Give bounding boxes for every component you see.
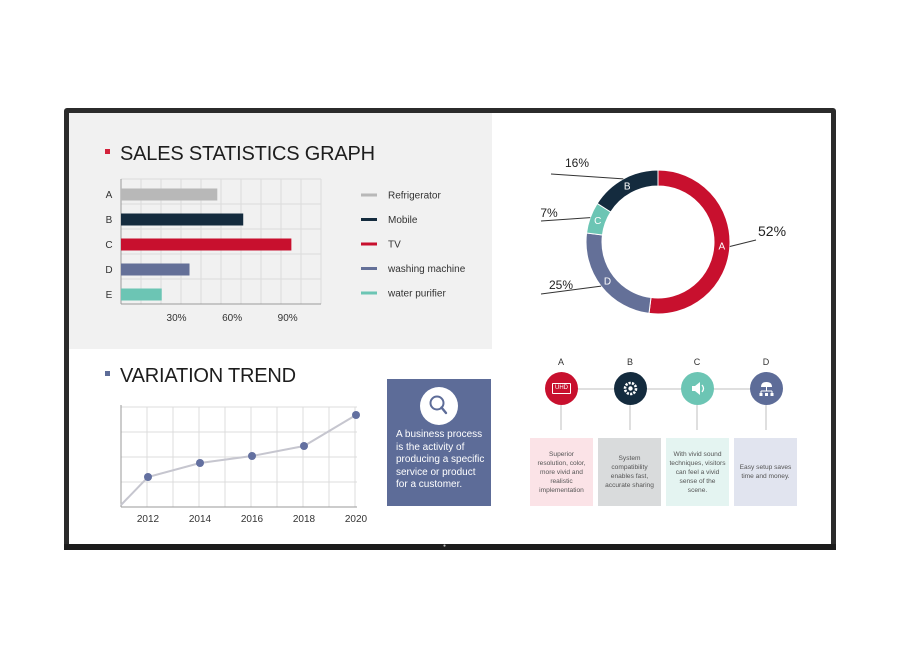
feature-label-c: C [693,357,701,367]
speaker-icon [681,372,714,405]
sales-donut-chart: A D C B 52% 25% 7% 16% [540,156,786,315]
x-tick-label: 90% [278,313,298,324]
gear-icon-glyph [623,381,638,396]
trend-point [248,452,256,460]
display-screen: SALES STATISTICS GRAPH VARIATION TREND A… [69,113,831,544]
variation-trend-chart: 2012 2014 2016 2018 2020 [120,405,368,525]
trend-point [352,411,360,419]
bar-d [121,263,190,276]
donut-leader-line [540,217,591,222]
legend-label: Mobile [388,215,418,226]
sales-bar-chart: A B C D E 30% 60% 90% Refrigerator Mobile TV washin… [105,178,466,324]
uhd-icon-badge: UHD [552,383,571,394]
donut-slice-d [585,232,652,314]
donut-slice-b [596,169,659,213]
feature-box-a: Superior resolution, color, more vivid a… [530,438,593,506]
feature-connector [558,388,767,430]
trend-title-text: VARIATION TREND [120,365,296,387]
feature-label-d: D [762,357,770,367]
bar-a [121,188,218,201]
bar-e [121,288,162,301]
search-icon-circle [420,387,458,425]
feature-label-b: B [626,357,633,367]
trend-point [300,442,308,450]
tv-bezel [64,544,836,550]
description-card: A business process is the activity of pr… [387,379,491,506]
bar-category-label: B [106,215,113,226]
search-icon [429,395,448,415]
donut-value-label: 16% [565,156,589,170]
trend-point [144,473,152,481]
x-tick-label: 30% [167,313,187,324]
gear-icon [614,372,647,405]
bar-c [121,238,292,251]
donut-leader-line [729,239,757,248]
network-icon [750,372,783,405]
donut-slice-label: B [624,181,631,192]
donut-leader-line [540,285,602,295]
legend-label: TV [388,240,401,251]
uhd-icon: UHD [545,372,578,405]
feature-box-c: With vivid sound techniques, visitors ca… [666,438,729,506]
trend-line [120,414,357,506]
title-bullet [105,149,110,155]
donut-value-label: 7% [540,206,558,220]
bar-b [121,213,244,226]
bar-category-label: A [106,190,113,201]
x-tick-label: 2012 [137,514,160,525]
donut-value-label: 52% [758,223,786,239]
feature-label-a: A [557,357,564,367]
bar-category-label: D [105,265,112,276]
donut-slice-label: A [719,242,726,253]
network-icon-glyph [759,382,774,396]
donut-leader-line [550,173,624,180]
donut-slice-label: C [594,216,601,227]
feature-box-d: Easy setup saves time and money. [734,438,797,506]
sales-title-text: SALES STATISTICS GRAPH [120,143,375,165]
x-tick-label: 2016 [241,514,264,525]
bar-category-label: E [106,290,113,301]
trend-title: VARIATION TREND [105,365,296,388]
trend-point [196,459,204,467]
x-tick-label: 2020 [345,514,368,525]
brand-logo: ● [443,543,447,549]
speaker-icon-glyph [692,382,705,395]
donut-slice-label: D [604,277,611,288]
x-tick-label: 60% [222,313,242,324]
donut-value-label: 25% [549,278,573,292]
x-tick-label: 2014 [189,514,212,525]
legend-label: Refrigerator [388,191,441,202]
title-bullet [105,371,110,377]
feature-box-b: System compatibility enables fast, accur… [598,438,661,506]
legend-label: washing machine [387,264,466,275]
description-text: A business process is the activity of pr… [396,429,485,490]
x-tick-label: 2018 [293,514,316,525]
bar-category-label: C [105,240,112,251]
legend-label: water purifier [387,289,446,300]
sales-title: SALES STATISTICS GRAPH [105,143,375,166]
